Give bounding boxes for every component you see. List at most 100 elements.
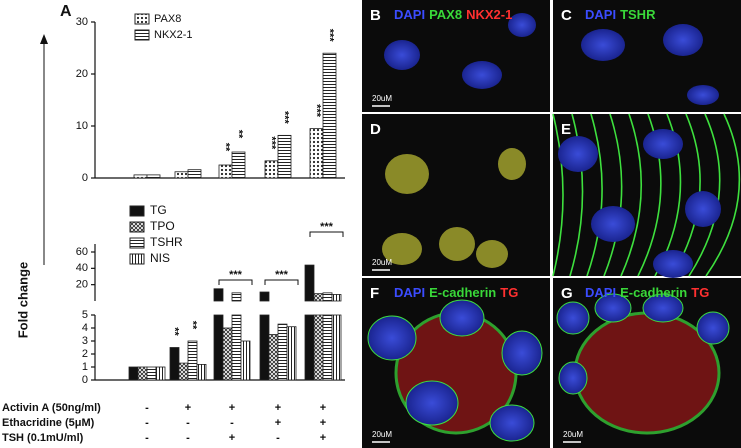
bracket: [218, 279, 253, 285]
bar-lower: [286, 326, 297, 381]
bar-lower: [259, 314, 270, 381]
micrographs: B DAPI PAX8 NKX2-1 20uM C DAPI TSHR D 20uM E F DAPI E…: [362, 0, 741, 448]
membrane: [705, 113, 741, 277]
bar: [313, 293, 324, 381]
legend-swatch: [134, 13, 150, 25]
stain: TG: [500, 285, 518, 300]
y-tick-label: 60: [76, 246, 88, 258]
treatment-label: TSH (0.1mU/ml): [2, 432, 84, 444]
panel-letter: G: [561, 285, 573, 302]
legend-label: TG: [150, 203, 167, 217]
bar: [309, 128, 324, 179]
membrane: [586, 113, 603, 277]
bar: [178, 362, 189, 381]
y-tick-label: 20: [76, 279, 88, 291]
nucleus: [558, 136, 598, 172]
significance: **: [169, 327, 181, 336]
nucleus: [558, 361, 588, 395]
nucleus: [508, 13, 536, 37]
nucleus: [663, 24, 703, 56]
stain-label: DAPI E-cadherin TG: [585, 285, 709, 300]
nucleus: [642, 293, 684, 323]
panel-letter: C: [561, 7, 572, 24]
nucleus: [476, 240, 508, 268]
bar-upper: [231, 292, 242, 302]
legend-label: PAX8: [154, 13, 181, 25]
bar-lower: [277, 323, 288, 381]
bar-lower: [146, 366, 157, 381]
bar: [277, 323, 288, 381]
stain: DAPI: [585, 285, 616, 300]
bracket-label: ***: [320, 221, 334, 233]
panel-letter: D: [370, 121, 381, 138]
panel-letter: F: [370, 285, 379, 302]
stain: TSHR: [620, 7, 656, 22]
nucleus: [489, 404, 535, 442]
y-tick-label: 30: [76, 16, 88, 28]
membrane: [603, 113, 623, 277]
stain: DAPI: [394, 285, 425, 300]
significance: ***: [311, 104, 323, 118]
nucleus: [501, 330, 543, 376]
nucleus: [687, 85, 719, 105]
bracket: [309, 231, 344, 237]
membrane: [552, 113, 564, 277]
y-tick-label: 0: [82, 172, 88, 184]
panel-letter: A: [60, 3, 72, 20]
bar: [146, 366, 157, 381]
nucleus: [556, 301, 590, 335]
y-tick-label: 0: [82, 374, 88, 386]
bar: [128, 366, 139, 381]
nucleus: [385, 154, 429, 194]
treatment-cell: +: [275, 417, 281, 429]
nucleus: [405, 380, 459, 426]
significance: **: [220, 143, 232, 152]
membrane: [569, 113, 584, 277]
bar-lower: [313, 314, 324, 381]
bar-upper: [213, 288, 224, 302]
legend-swatch: [129, 253, 145, 265]
stain-label: DAPI E-cadherin TG: [394, 285, 518, 300]
bar: [322, 52, 337, 179]
significance: ***: [324, 29, 336, 43]
bar: [331, 294, 342, 381]
y-tick-label: 10: [76, 120, 88, 132]
bar: [133, 174, 148, 179]
bar-upper: [322, 292, 333, 302]
legend-swatch: [129, 237, 145, 249]
nucleus: [643, 129, 683, 159]
bar: [286, 326, 297, 381]
legend-swatch: [129, 221, 145, 233]
bar: [322, 292, 333, 381]
scale-label: 20uM: [372, 258, 392, 267]
bar: [268, 334, 279, 381]
treatment-cell: +: [229, 402, 235, 414]
treatment-cell: +: [275, 402, 281, 414]
bar: [196, 363, 207, 381]
stain-label: DAPI TSHR: [585, 7, 656, 22]
bracket-label: ***: [275, 269, 289, 281]
nucleus: [439, 299, 485, 337]
bar-upper: [304, 264, 315, 302]
bar-lower: [169, 347, 180, 381]
scale-label: 20uM: [372, 430, 392, 439]
bar: [146, 174, 161, 179]
treatment-cell: -: [230, 417, 234, 429]
bar-lower: [322, 314, 333, 381]
bar: [187, 169, 202, 179]
bar-lower: [213, 314, 224, 381]
legend-label: NIS: [150, 251, 170, 265]
treatment-cell: +: [320, 432, 326, 444]
nucleus: [591, 206, 635, 242]
bar-upper: [313, 293, 324, 302]
treatment-cell: -: [186, 432, 190, 444]
treatment-cell: -: [145, 402, 149, 414]
arrow-head: [40, 34, 48, 44]
panel-letter: B: [370, 7, 381, 24]
stain: E-cadherin: [429, 285, 496, 300]
bar-lower: [196, 363, 207, 381]
y-tick-label: 40: [76, 262, 88, 274]
bar-lower: [128, 366, 139, 381]
stain-label: DAPI PAX8 NKX2-1: [394, 7, 512, 22]
significance: **: [187, 321, 199, 330]
